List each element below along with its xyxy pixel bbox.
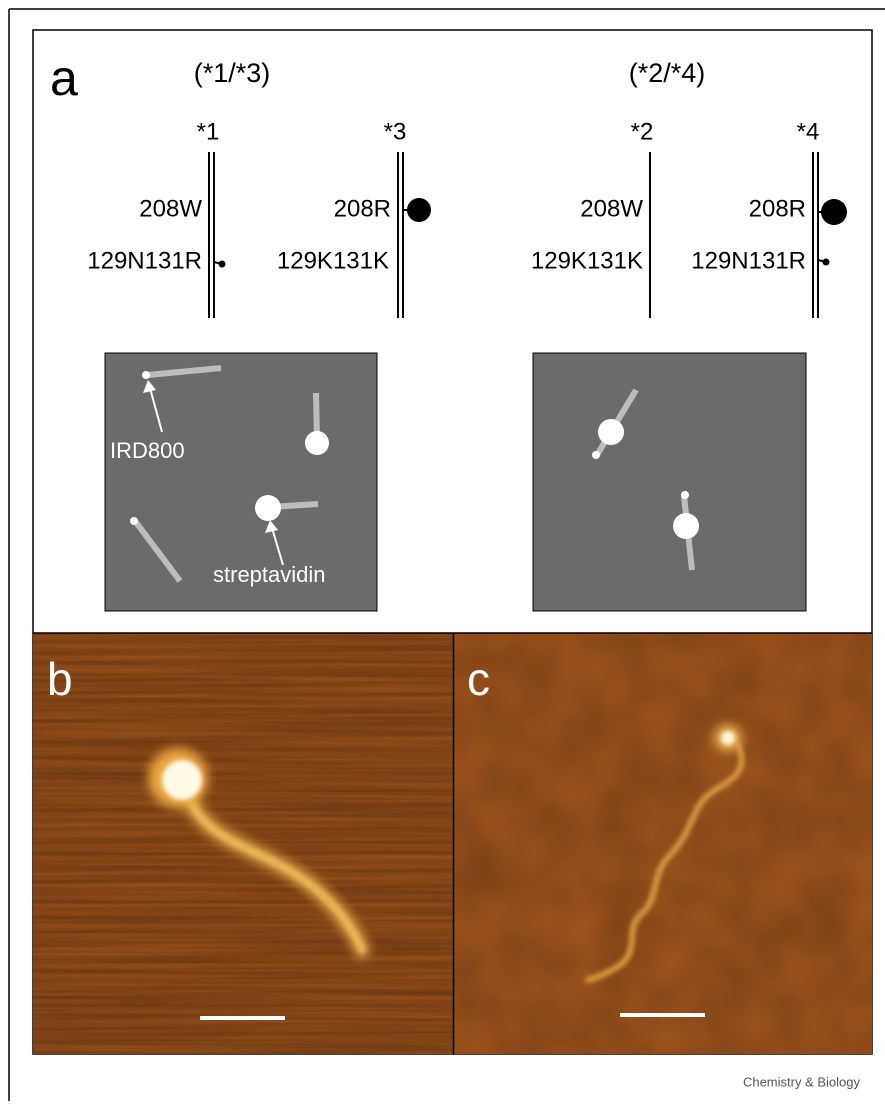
figure: a (*1/*3) (*2/*4) *1 *3 *2 *4 208W 129N1… <box>0 0 885 1101</box>
page: {"panel_a": {"label": "a", "groups": [ {… <box>0 0 885 1101</box>
group-title: (*2/*4) <box>629 58 706 88</box>
codon-label: 208W <box>139 195 202 222</box>
panel-label: c <box>467 653 490 705</box>
codon-label: 208R <box>749 195 806 222</box>
schematic-label: IRD800 <box>110 438 185 463</box>
panel-label: a <box>50 50 78 106</box>
codon-label: 208R <box>334 195 391 222</box>
streptavidin-dot <box>821 199 847 225</box>
ird800-dot <box>219 261 226 268</box>
panel-c: c <box>454 633 872 1054</box>
afm-streptavidin <box>721 731 735 745</box>
afm-noise <box>454 633 872 1054</box>
ird800-dot <box>823 259 830 266</box>
codon-label: 129K131K <box>531 247 643 274</box>
schematic-label: streptavidin <box>213 562 326 587</box>
streptavidin-dot <box>407 198 431 222</box>
schematic-box <box>533 353 806 611</box>
panel-b: b <box>33 633 453 1054</box>
allele-name: *3 <box>384 118 407 145</box>
panel-label: b <box>47 653 73 705</box>
group-title: (*1/*3) <box>194 58 271 88</box>
codon-label: 129N131R <box>87 247 202 274</box>
allele-name: *1 <box>197 118 220 145</box>
afm-streptavidin <box>162 760 202 800</box>
credit: Chemistry & Biology <box>743 1074 861 1089</box>
codon-label: 129N131R <box>691 247 806 274</box>
allele-name: *2 <box>631 118 654 145</box>
codon-label: 129K131K <box>277 247 389 274</box>
allele-name: *4 <box>797 118 820 145</box>
codon-label: 208W <box>580 195 643 222</box>
